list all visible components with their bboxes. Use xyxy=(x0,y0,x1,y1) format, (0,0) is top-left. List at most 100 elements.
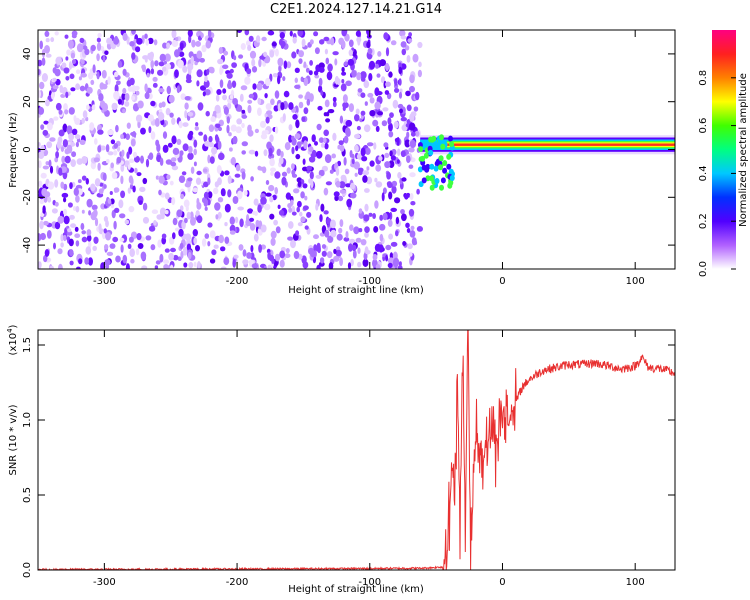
noise-cell xyxy=(349,182,356,190)
noise-cell xyxy=(162,66,167,72)
noise-cell xyxy=(218,152,225,161)
noise-cell xyxy=(391,180,398,187)
noise-cell xyxy=(209,156,215,164)
noise-cell xyxy=(375,164,382,172)
noise-cell xyxy=(366,142,374,147)
noise-cell xyxy=(373,226,379,233)
y-tick-label: -20 xyxy=(22,189,33,205)
noise-cell xyxy=(164,192,170,200)
noise-cell xyxy=(398,78,402,86)
noise-cell xyxy=(43,120,49,125)
noise-cell xyxy=(168,252,175,261)
noise-cell xyxy=(248,93,255,99)
noise-cell xyxy=(298,101,304,109)
noise-cell xyxy=(85,246,92,255)
noise-cell xyxy=(220,266,227,269)
noise-cell xyxy=(394,78,398,86)
signal-blob xyxy=(417,166,423,173)
noise-cell xyxy=(383,32,389,40)
noise-cell xyxy=(103,228,108,234)
noise-cell xyxy=(376,91,383,96)
noise-cell xyxy=(280,151,284,158)
noise-cell xyxy=(291,163,295,170)
signal-blob xyxy=(446,153,452,160)
noise-cell xyxy=(408,164,414,169)
noise-cell xyxy=(343,157,347,166)
noise-cell xyxy=(388,122,393,132)
signal-blob xyxy=(420,155,426,162)
signal-blob xyxy=(429,184,435,191)
noise-cell xyxy=(178,51,185,57)
noise-cell xyxy=(124,93,130,101)
noise-cell xyxy=(320,203,325,212)
noise-cell xyxy=(65,91,69,99)
noise-cell xyxy=(140,251,147,261)
noise-cell xyxy=(107,129,114,136)
noise-cell xyxy=(105,231,112,241)
noise-cell xyxy=(162,144,169,153)
noise-cell xyxy=(187,67,192,75)
noise-cell xyxy=(308,93,314,102)
noise-cell xyxy=(341,30,347,37)
noise-cell xyxy=(391,185,397,194)
noise-cell xyxy=(68,107,75,115)
noise-cell xyxy=(79,85,86,92)
noise-cell xyxy=(119,237,125,242)
noise-cell xyxy=(153,39,158,46)
noise-cell xyxy=(126,79,132,87)
noise-cell xyxy=(264,93,268,99)
noise-cell xyxy=(178,175,186,183)
noise-cell xyxy=(192,187,198,193)
noise-cell xyxy=(294,133,301,140)
noise-cell xyxy=(299,211,303,217)
noise-cell xyxy=(232,98,239,105)
noise-cell xyxy=(216,108,221,114)
noise-cell xyxy=(313,250,317,258)
noise-cell xyxy=(114,207,120,213)
noise-cell xyxy=(54,179,59,188)
noise-cell xyxy=(126,151,130,159)
noise-cell xyxy=(102,54,106,63)
noise-cell xyxy=(356,36,362,43)
noise-cell xyxy=(410,225,415,231)
noise-cell xyxy=(43,255,48,263)
noise-cell xyxy=(94,217,99,227)
noise-cell xyxy=(229,68,234,74)
noise-cell xyxy=(394,88,400,93)
noise-cell xyxy=(318,137,324,144)
colorbar-label: Normalized spectral amplitude xyxy=(738,73,749,227)
noise-cell xyxy=(387,117,392,125)
noise-cell xyxy=(325,118,331,123)
noise-cell xyxy=(130,258,135,264)
noise-cell xyxy=(239,218,244,228)
noise-cell xyxy=(195,210,200,218)
noise-cell xyxy=(382,187,387,194)
noise-cell xyxy=(81,230,86,235)
noise-cell xyxy=(214,202,221,211)
noise-cell xyxy=(75,195,80,203)
noise-cell xyxy=(327,63,333,72)
noise-cell xyxy=(103,184,107,189)
noise-cell xyxy=(334,58,338,66)
colorbar: 0.0 0.2 0.4 0.6 0.8 Normalized spectral ampl… xyxy=(698,30,749,277)
noise-cell xyxy=(360,92,366,98)
noise-cell xyxy=(246,40,251,47)
chart-title: C2E1.2024.127.14.21.G14 xyxy=(270,2,442,17)
colorbar-tick-label: 0.0 xyxy=(698,261,709,277)
noise-cell xyxy=(288,207,292,213)
noise-cell xyxy=(52,85,59,90)
noise-cell xyxy=(399,30,406,37)
noise-cell xyxy=(286,167,291,174)
noise-cell xyxy=(180,193,185,200)
noise-cell xyxy=(364,226,370,234)
noise-cell xyxy=(373,142,377,150)
noise-cell xyxy=(235,164,241,172)
noise-cell xyxy=(271,41,277,47)
noise-cell xyxy=(220,246,226,252)
noise-cell xyxy=(319,214,323,223)
noise-cell xyxy=(248,35,254,42)
signal-blob xyxy=(431,135,437,142)
noise-cell xyxy=(171,117,176,125)
noise-cell xyxy=(298,58,303,64)
noise-cell xyxy=(41,73,49,82)
